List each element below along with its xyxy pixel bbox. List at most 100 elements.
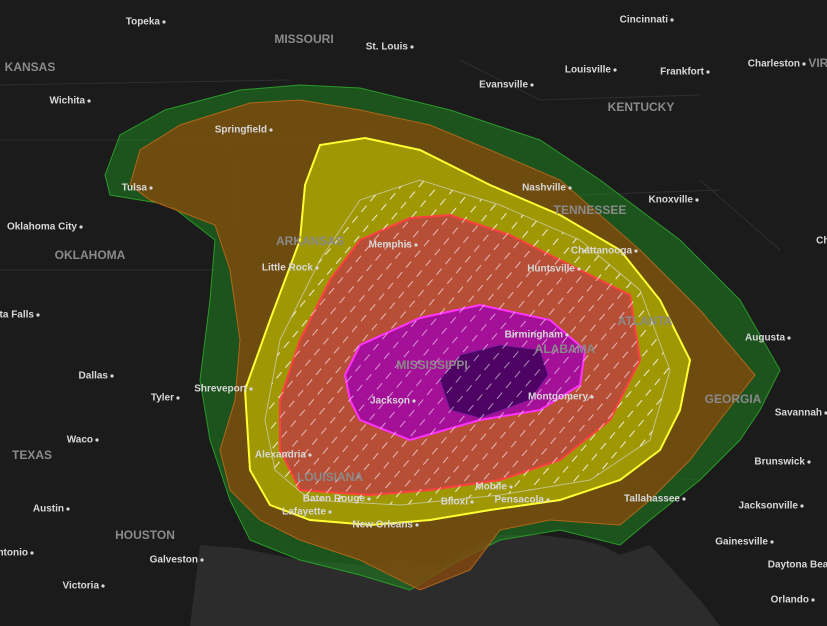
city-dot xyxy=(546,498,550,502)
city-dot xyxy=(565,333,569,337)
city-dot xyxy=(66,507,70,511)
city-dot xyxy=(590,395,594,399)
city-label: Galveston xyxy=(150,555,198,566)
city-label: Knoxville xyxy=(649,195,694,206)
city-dot xyxy=(328,510,332,514)
city-label: New Orleans xyxy=(352,520,413,531)
city-label: Augusta xyxy=(745,333,785,344)
city-label: Mobile xyxy=(475,482,507,493)
city-dot xyxy=(807,460,811,464)
city-label: Charlotte xyxy=(816,236,827,247)
city-dot xyxy=(95,438,99,442)
city-label: Montgomery xyxy=(528,392,588,403)
city-label: Springfield xyxy=(215,125,267,136)
city-label: Dallas xyxy=(79,371,109,382)
city-label: Charleston xyxy=(748,59,800,70)
city-dot xyxy=(415,523,419,527)
state-label: ALABAMA xyxy=(535,342,596,356)
city-dot xyxy=(613,68,617,72)
city-label: Topeka xyxy=(126,17,161,28)
city-dot xyxy=(200,558,204,562)
city-label: Waco xyxy=(67,435,93,446)
city-label: Oklahoma City xyxy=(7,222,77,233)
city-label: Brunswick xyxy=(754,457,805,468)
city-dot xyxy=(149,186,153,190)
city-label: Gainesville xyxy=(715,537,768,548)
city-dot xyxy=(787,336,791,340)
state-label: LOUISIANA xyxy=(297,470,363,484)
city-label: Wichita Falls xyxy=(0,310,34,321)
city-label: Orlando xyxy=(771,595,809,606)
city-dot xyxy=(249,387,253,391)
city-label: Huntsville xyxy=(527,264,575,275)
city-dot xyxy=(79,225,83,229)
city-dot xyxy=(577,267,581,271)
city-label: Tyler xyxy=(151,393,174,404)
city-dot xyxy=(36,313,40,317)
city-label: Cincinnati xyxy=(620,15,669,26)
city-label: Wichita xyxy=(50,96,86,107)
city-dot xyxy=(530,83,534,87)
city-label: Victoria xyxy=(63,581,100,592)
city-label: Pensacola xyxy=(495,495,545,506)
city-label: Austin xyxy=(33,504,64,515)
city-label: Tallahassee xyxy=(624,494,680,505)
city-label: Frankfort xyxy=(660,67,705,78)
state-label: VIRGINIA xyxy=(808,56,827,70)
city-label: Chattanooga xyxy=(571,246,633,257)
state-label: MISSISSIPPI xyxy=(396,358,467,372)
city-dot xyxy=(811,598,815,602)
labels: MISSOURI KANSAS KENTUCKY VIRGINIA TENNESSEE A… xyxy=(0,15,827,606)
city-label: Jacksonville xyxy=(739,501,799,512)
city-label: Shreveport xyxy=(194,384,247,395)
city-dot xyxy=(824,411,827,415)
state-label: MISSOURI xyxy=(274,32,333,46)
state-label: TEXAS xyxy=(12,448,52,462)
city-dot xyxy=(176,396,180,400)
state-label: OKLAHOMA xyxy=(55,248,126,262)
state-label: GEORGIA xyxy=(705,392,762,406)
city-label: Evansville xyxy=(479,80,528,91)
city-dot xyxy=(682,497,686,501)
city-dot xyxy=(670,18,674,22)
city-dot xyxy=(101,584,105,588)
city-dot xyxy=(110,374,114,378)
city-dot xyxy=(269,128,273,132)
city-dot xyxy=(410,45,414,49)
city-dot xyxy=(470,500,474,504)
city-label: Jackson xyxy=(370,396,410,407)
state-label: ATLANTA xyxy=(618,314,673,328)
city-dot xyxy=(412,399,416,403)
city-dot xyxy=(162,20,166,24)
city-dot xyxy=(30,551,34,555)
city-label: Savannah xyxy=(775,408,822,419)
city-label: San Antonio xyxy=(0,548,28,559)
city-dot xyxy=(770,540,774,544)
city-dot xyxy=(800,504,804,508)
state-label: KANSAS xyxy=(5,60,56,74)
city-label: Birmingham xyxy=(505,330,563,341)
city-dot xyxy=(308,453,312,457)
city-label: Baton Rouge xyxy=(303,494,366,505)
hatch-overlay xyxy=(265,180,670,505)
state-label: TENNESSEE xyxy=(554,203,627,217)
city-dot xyxy=(634,249,638,253)
city-dot xyxy=(568,186,572,190)
city-label: Memphis xyxy=(369,240,413,251)
state-label: ARKANSAS xyxy=(276,234,344,248)
city-label: Daytona Beach xyxy=(768,560,827,571)
city-label: Louisville xyxy=(565,65,612,76)
city-label: Little Rock xyxy=(262,263,314,274)
city-dot xyxy=(414,243,418,247)
city-dot xyxy=(695,198,699,202)
city-dot xyxy=(87,99,91,103)
city-dot xyxy=(509,485,513,489)
city-label: Lafayette xyxy=(282,507,326,518)
city-label: Alexandria xyxy=(255,450,307,461)
city-label: St. Louis xyxy=(366,42,409,53)
city-dot xyxy=(802,62,806,66)
city-label: Biloxi xyxy=(441,497,468,508)
city-dot xyxy=(315,266,319,270)
city-dot xyxy=(706,70,710,74)
